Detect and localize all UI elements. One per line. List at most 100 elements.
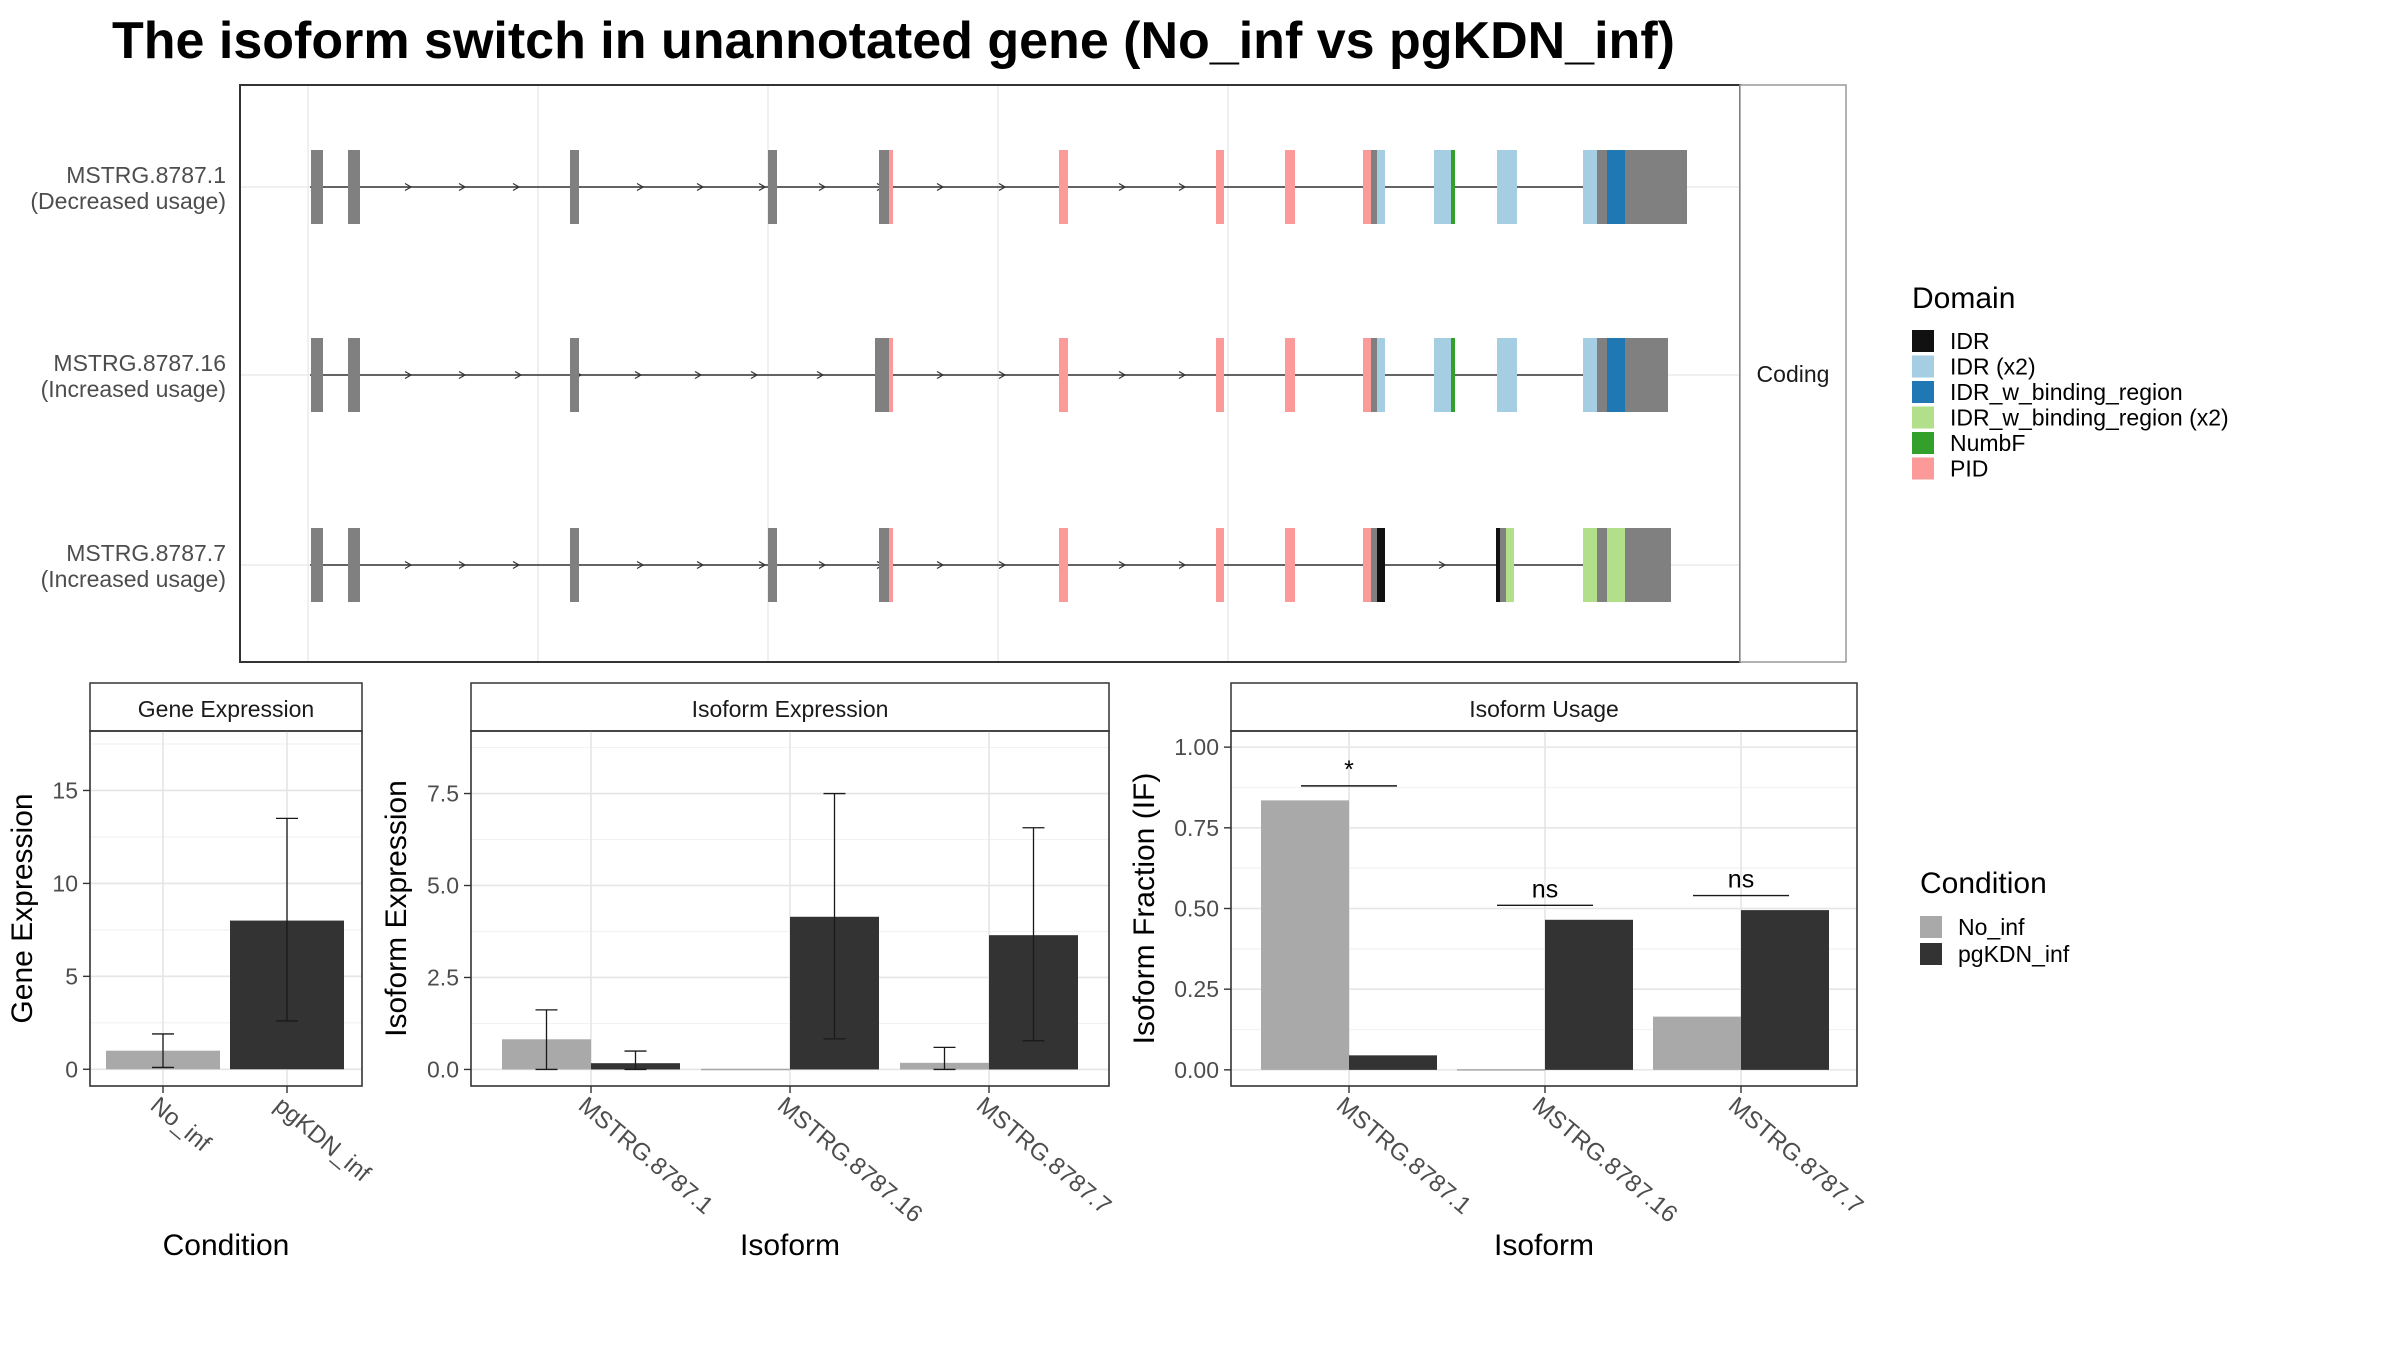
exon-block xyxy=(1285,528,1295,602)
exon-block xyxy=(1583,528,1597,602)
exon-block xyxy=(1363,528,1371,602)
exon-block xyxy=(1216,528,1224,602)
panel-strip-label: Isoform Usage xyxy=(1469,696,1619,722)
exon-block xyxy=(1497,338,1517,412)
exon-block xyxy=(1371,150,1377,224)
isoform-name-label: MSTRG.8787.1 xyxy=(66,162,226,188)
panel-strip-label: Isoform Expression xyxy=(692,696,889,722)
domain-legend-label: IDR (x2) xyxy=(1950,354,2036,380)
exon-block xyxy=(1607,150,1625,224)
isoform-expression-chart: Isoform Expression 0.0 2.5 5.0 7.5 MSTRG.8787… xyxy=(380,683,1116,1262)
exon-block xyxy=(875,338,889,412)
x-tick-label: No_inf xyxy=(145,1092,216,1157)
exon-block xyxy=(1371,338,1377,412)
exon-block xyxy=(348,150,360,224)
isoform-usage-label: (Decreased usage) xyxy=(30,188,226,214)
domain-legend-label: PID xyxy=(1950,456,1988,482)
isoform-structure-panel: Coding MSTRG.8787.1(Decreased usage)MSTR… xyxy=(30,85,1846,662)
significance-label: * xyxy=(1344,756,1354,784)
y-tick-label: 5.0 xyxy=(427,873,459,899)
exon-block xyxy=(1216,338,1224,412)
exon-block xyxy=(1377,150,1385,224)
isoform-name-label: MSTRG.8787.16 xyxy=(53,350,226,376)
domain-legend-swatch xyxy=(1912,407,1934,429)
domain-legend-label: IDR_w_binding_region (x2) xyxy=(1950,405,2229,431)
exon-block xyxy=(348,338,360,412)
condition-legend-label: pgKDN_inf xyxy=(1958,941,2070,967)
exon-block xyxy=(348,528,360,602)
x-tick-label: MSTRG.8787.7 xyxy=(1723,1092,1868,1220)
exon-block xyxy=(879,150,889,224)
exon-block xyxy=(1583,338,1597,412)
exon-block xyxy=(1497,150,1517,224)
exon-block xyxy=(1597,528,1607,602)
exon-block xyxy=(768,150,777,224)
exon-block xyxy=(768,528,777,602)
condition-legend-title: Condition xyxy=(1920,867,2047,900)
x-tick-label: MSTRG.8787.1 xyxy=(1331,1092,1476,1220)
y-tick-label: 0.00 xyxy=(1174,1057,1219,1083)
y-tick-label: 0.50 xyxy=(1174,896,1219,922)
exon-block xyxy=(1607,338,1625,412)
isoform-usage-label: (Increased usage) xyxy=(41,566,226,592)
exon-block xyxy=(1629,338,1668,412)
x-axis-title: Isoform xyxy=(740,1229,840,1262)
exon-block xyxy=(1496,528,1500,602)
exon-block xyxy=(1377,528,1385,602)
domain-legend-swatch xyxy=(1912,381,1934,403)
domain-legend-swatch xyxy=(1912,432,1934,454)
bar xyxy=(1741,910,1829,1070)
significance-label: ns xyxy=(1532,875,1558,903)
bar xyxy=(1653,1017,1741,1070)
coding-facet-label: Coding xyxy=(1757,361,1830,387)
domain-legend-label: IDR_w_binding_region xyxy=(1950,379,2183,405)
y-tick-label: 2.5 xyxy=(427,964,459,990)
x-tick-label: MSTRG.8787.16 xyxy=(1527,1092,1682,1228)
structure-row-labels: MSTRG.8787.1(Decreased usage) MSTRG.8787.… xyxy=(30,162,226,592)
exon-block xyxy=(889,338,893,412)
y-tick-label: 5 xyxy=(65,963,78,989)
y-tick-label: 7.5 xyxy=(427,781,459,807)
exon-block xyxy=(1285,338,1295,412)
x-tick-label: MSTRG.8787.1 xyxy=(573,1092,718,1220)
exon-block xyxy=(1059,338,1068,412)
exon-block xyxy=(1625,338,1629,412)
exon-block xyxy=(1607,528,1625,602)
y-tick-label: 0 xyxy=(65,1056,78,1082)
x-tick-label: pgKDN_inf xyxy=(269,1092,376,1188)
bar xyxy=(1349,1055,1437,1070)
significance-label: ns xyxy=(1728,866,1754,894)
exon-block xyxy=(1629,528,1671,602)
isoform-usage-label: (Increased usage) xyxy=(41,376,226,402)
x-tick-label: MSTRG.8787.16 xyxy=(772,1092,927,1228)
exon-block xyxy=(1377,338,1385,412)
y-tick-label: 0.0 xyxy=(427,1056,459,1082)
exon-block xyxy=(1597,150,1607,224)
domain-legend-swatch xyxy=(1912,458,1934,480)
exon-block xyxy=(1059,150,1068,224)
x-axis-title: Condition xyxy=(163,1229,290,1262)
exon-block xyxy=(879,528,889,602)
domain-legend-swatch xyxy=(1912,356,1934,378)
exon-block xyxy=(570,150,579,224)
y-tick-label: 10 xyxy=(52,870,78,896)
exon-block xyxy=(889,528,893,602)
bar xyxy=(1545,920,1633,1070)
exon-block xyxy=(1451,150,1455,224)
y-tick-label: 0.75 xyxy=(1174,815,1219,841)
y-tick-label: 1.00 xyxy=(1174,734,1219,760)
y-tick-label: 15 xyxy=(52,777,78,803)
exon-block xyxy=(1583,150,1597,224)
exon-block xyxy=(1451,338,1455,412)
exon-block xyxy=(1216,150,1224,224)
y-axis-title: Isoform Expression xyxy=(380,780,413,1037)
exon-block xyxy=(311,528,323,602)
isoform-usage-chart: Isoform Usage0.000.250.500.751.00MSTRG.8… xyxy=(1128,683,1868,1262)
exon-block xyxy=(1597,338,1607,412)
exon-block xyxy=(311,150,323,224)
